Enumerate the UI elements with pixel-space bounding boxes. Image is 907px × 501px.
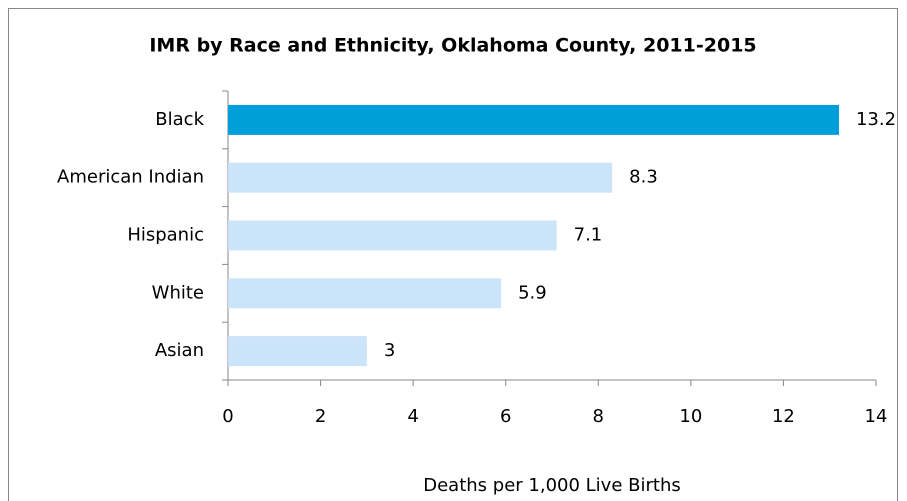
chart-frame: [8, 8, 898, 501]
y-tick-label: White: [152, 282, 204, 303]
bar: [228, 336, 367, 367]
bar: [228, 278, 502, 309]
data-label: 5.9: [518, 282, 547, 303]
data-label: 13.2: [856, 109, 896, 130]
data-label: 3: [384, 340, 395, 361]
x-tick-label: 12: [772, 406, 795, 427]
data-label: 8.3: [629, 167, 658, 188]
x-tick-label: 8: [593, 406, 604, 427]
bar: [228, 104, 839, 135]
bar: [228, 162, 613, 193]
x-tick-label: 6: [500, 406, 511, 427]
x-tick-label: 2: [315, 406, 326, 427]
data-label: 7.1: [574, 225, 603, 246]
x-tick-label: 4: [407, 406, 418, 427]
y-tick-label: Black: [155, 109, 204, 130]
x-tick-label: 10: [679, 406, 702, 427]
y-tick-label: Hispanic: [127, 225, 204, 246]
bar: [228, 220, 557, 251]
chart-title: IMR by Race and Ethnicity, Oklahoma Coun…: [149, 35, 756, 57]
x-tick-label: 0: [222, 406, 233, 427]
y-tick-label: American Indian: [57, 167, 204, 188]
x-axis-title: Deaths per 1,000 Live Births: [423, 475, 680, 496]
x-tick-label: 14: [865, 406, 888, 427]
y-tick-label: Asian: [155, 340, 204, 361]
